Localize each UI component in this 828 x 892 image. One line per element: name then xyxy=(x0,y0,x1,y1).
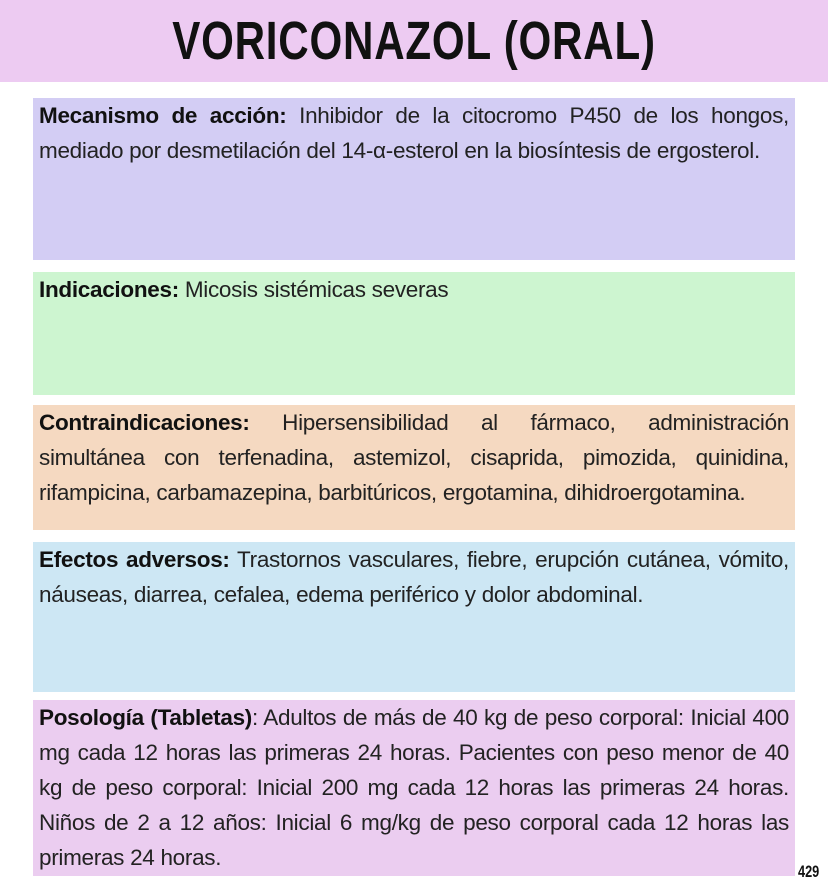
section-posologia: Posología (Tabletas): Adultos de más de … xyxy=(33,700,795,876)
page-number: 429 xyxy=(798,862,820,881)
section-label: Indicaciones: xyxy=(39,277,179,302)
section-label: Mecanismo de acción: xyxy=(39,103,287,128)
section-text: Inhibidor de la citocromo P450 de los ho… xyxy=(39,103,789,163)
section-label: Efectos adversos: xyxy=(39,547,230,572)
section-label: Contraindicaciones: xyxy=(39,410,250,435)
section-text: Micosis sistémicas severas xyxy=(178,277,449,302)
section-text: Hipersensibilidad al fármaco, administra… xyxy=(39,410,789,505)
section-text: : Adultos de más de 40 kg de peso corpor… xyxy=(39,705,789,870)
section-mecanismo: Mecanismo de acción: Inhibidor de la cit… xyxy=(33,98,795,260)
section-text: Trastornos vasculares, fiebre, erupción … xyxy=(39,547,789,607)
section-label: Posología (Tabletas) xyxy=(39,705,252,730)
section-efectos-adversos: Efectos adversos: Trastornos vasculares,… xyxy=(33,542,795,692)
section-contraindicaciones: Contraindicaciones: Hipersensibilidad al… xyxy=(33,405,795,530)
page-header: VORICONAZOL (ORAL) xyxy=(0,0,828,82)
section-indicaciones: Indicaciones: Micosis sistémicas severas xyxy=(33,272,795,395)
page-title: VORICONAZOL (ORAL) xyxy=(172,11,656,71)
